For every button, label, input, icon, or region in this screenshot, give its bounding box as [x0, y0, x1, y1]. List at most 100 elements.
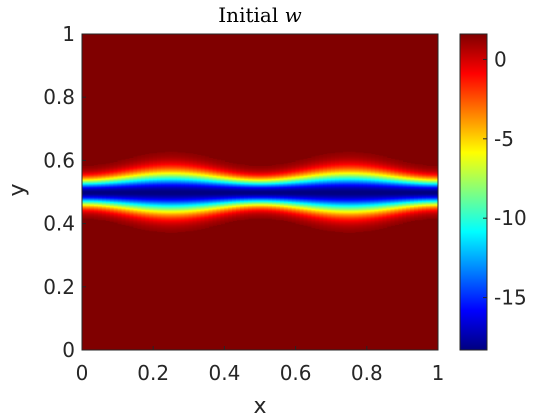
heatmap-cell — [188, 165, 194, 168]
heatmap-cell — [224, 163, 229, 165]
heatmap-cell — [153, 217, 158, 219]
heatmap-cell — [204, 173, 210, 176]
heatmap-cell — [236, 173, 241, 176]
heatmap-cell — [244, 179, 249, 181]
heatmap-cell — [141, 207, 146, 209]
heatmap-cell — [196, 205, 202, 207]
heatmap-cell — [129, 180, 135, 182]
heatmap-cell — [204, 201, 210, 203]
heatmap-cell — [315, 159, 320, 161]
heatmap-cell — [303, 184, 309, 187]
heatmap-cell — [137, 216, 142, 218]
heatmap-cell — [176, 206, 182, 208]
heatmap-cell — [311, 222, 316, 225]
heatmap-cell — [121, 217, 127, 219]
heatmap-cell — [212, 183, 218, 185]
heatmap-cell — [141, 206, 146, 208]
heatmap-cell — [129, 206, 135, 208]
heatmap-cell — [236, 208, 241, 210]
heatmap-cell — [256, 167, 261, 169]
heatmap-cell — [180, 176, 186, 179]
heatmap-cell — [295, 218, 301, 221]
heatmap-cell — [109, 190, 115, 192]
heatmap-cell — [216, 197, 222, 199]
heatmap-cell — [180, 210, 186, 212]
heatmap-cell — [188, 217, 194, 219]
heatmap-cell — [89, 167, 95, 169]
heatmap-cell — [125, 207, 131, 209]
heatmap-cell — [279, 189, 285, 192]
heatmap-cell — [105, 204, 111, 207]
heatmap-cell — [279, 214, 285, 217]
heatmap-cell — [85, 182, 91, 184]
heatmap-cell — [82, 203, 87, 206]
heatmap-cell — [180, 207, 186, 210]
heatmap-cell — [299, 209, 305, 211]
heatmap-cell — [311, 161, 316, 164]
heatmap-cell — [89, 192, 95, 194]
heatmap-cell — [275, 194, 281, 196]
heatmap-cell — [165, 204, 170, 207]
heatmap-cell — [287, 214, 293, 217]
heatmap-cell — [85, 169, 91, 171]
heatmap-cell — [176, 186, 182, 188]
heatmap-cell — [97, 186, 103, 188]
heatmap-cell — [224, 195, 229, 198]
heatmap-cell — [109, 179, 115, 181]
heatmap-cell — [192, 203, 198, 206]
heatmap-cell — [105, 209, 111, 211]
heatmap-cell — [172, 185, 178, 188]
heatmap-cell — [121, 189, 127, 192]
heatmap-cell — [180, 229, 186, 231]
heatmap-cell — [157, 154, 162, 157]
heatmap-cell — [192, 164, 198, 166]
heatmap-cell — [172, 169, 178, 172]
heatmap-cell — [212, 159, 218, 161]
heatmap-cell — [311, 226, 316, 229]
heatmap-cell — [224, 170, 229, 173]
heatmap-cell — [236, 213, 241, 215]
heatmap-cell — [188, 158, 194, 160]
heatmap-cell — [105, 176, 111, 178]
heatmap-cell — [307, 202, 313, 204]
heatmap-cell — [236, 169, 241, 171]
heatmap-cell — [113, 196, 119, 199]
heatmap-cell — [188, 222, 194, 225]
heatmap-cell — [307, 178, 313, 180]
heatmap-cell — [283, 196, 289, 199]
heatmap-cell — [180, 162, 186, 165]
heatmap-cell — [149, 158, 154, 160]
heatmap-cell — [307, 181, 313, 184]
heatmap-cell — [291, 201, 297, 203]
heatmap-cell — [137, 180, 142, 182]
heatmap-cell — [188, 174, 194, 177]
heatmap-cell — [311, 207, 316, 210]
heatmap-cell — [165, 228, 170, 230]
heatmap-cell — [117, 222, 123, 224]
heatmap-cell — [291, 180, 297, 183]
heatmap-cell — [117, 172, 123, 174]
heatmap-cell — [267, 170, 273, 173]
heatmap-cell — [303, 208, 309, 210]
heatmap-cell — [299, 197, 305, 199]
heatmap-cell — [82, 185, 87, 188]
heatmap-cell — [256, 206, 261, 208]
heatmap-cell — [252, 176, 257, 178]
heatmap-cell — [109, 207, 115, 209]
heatmap-cell — [303, 169, 309, 172]
heatmap-cell — [248, 197, 253, 199]
heatmap-cell — [212, 211, 218, 214]
heatmap-cell — [188, 201, 194, 203]
heatmap-cell — [236, 206, 241, 208]
heatmap-cell — [271, 190, 277, 192]
heatmap-cell — [153, 177, 158, 180]
heatmap-cell — [256, 175, 261, 177]
heatmap-cell — [260, 189, 265, 192]
heatmap-cell — [180, 195, 186, 197]
heatmap-cell — [176, 158, 182, 160]
heatmap-cell — [184, 207, 190, 209]
heatmap-cell — [291, 184, 297, 186]
heatmap-cell — [252, 204, 257, 207]
heatmap-cell — [172, 221, 178, 223]
heatmap-cell — [141, 214, 146, 217]
